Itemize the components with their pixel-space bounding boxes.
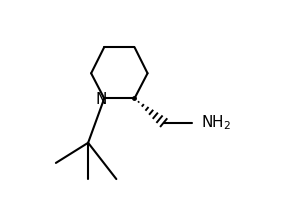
Text: N: N (96, 91, 107, 106)
Text: NH$_2$: NH$_2$ (201, 113, 231, 131)
